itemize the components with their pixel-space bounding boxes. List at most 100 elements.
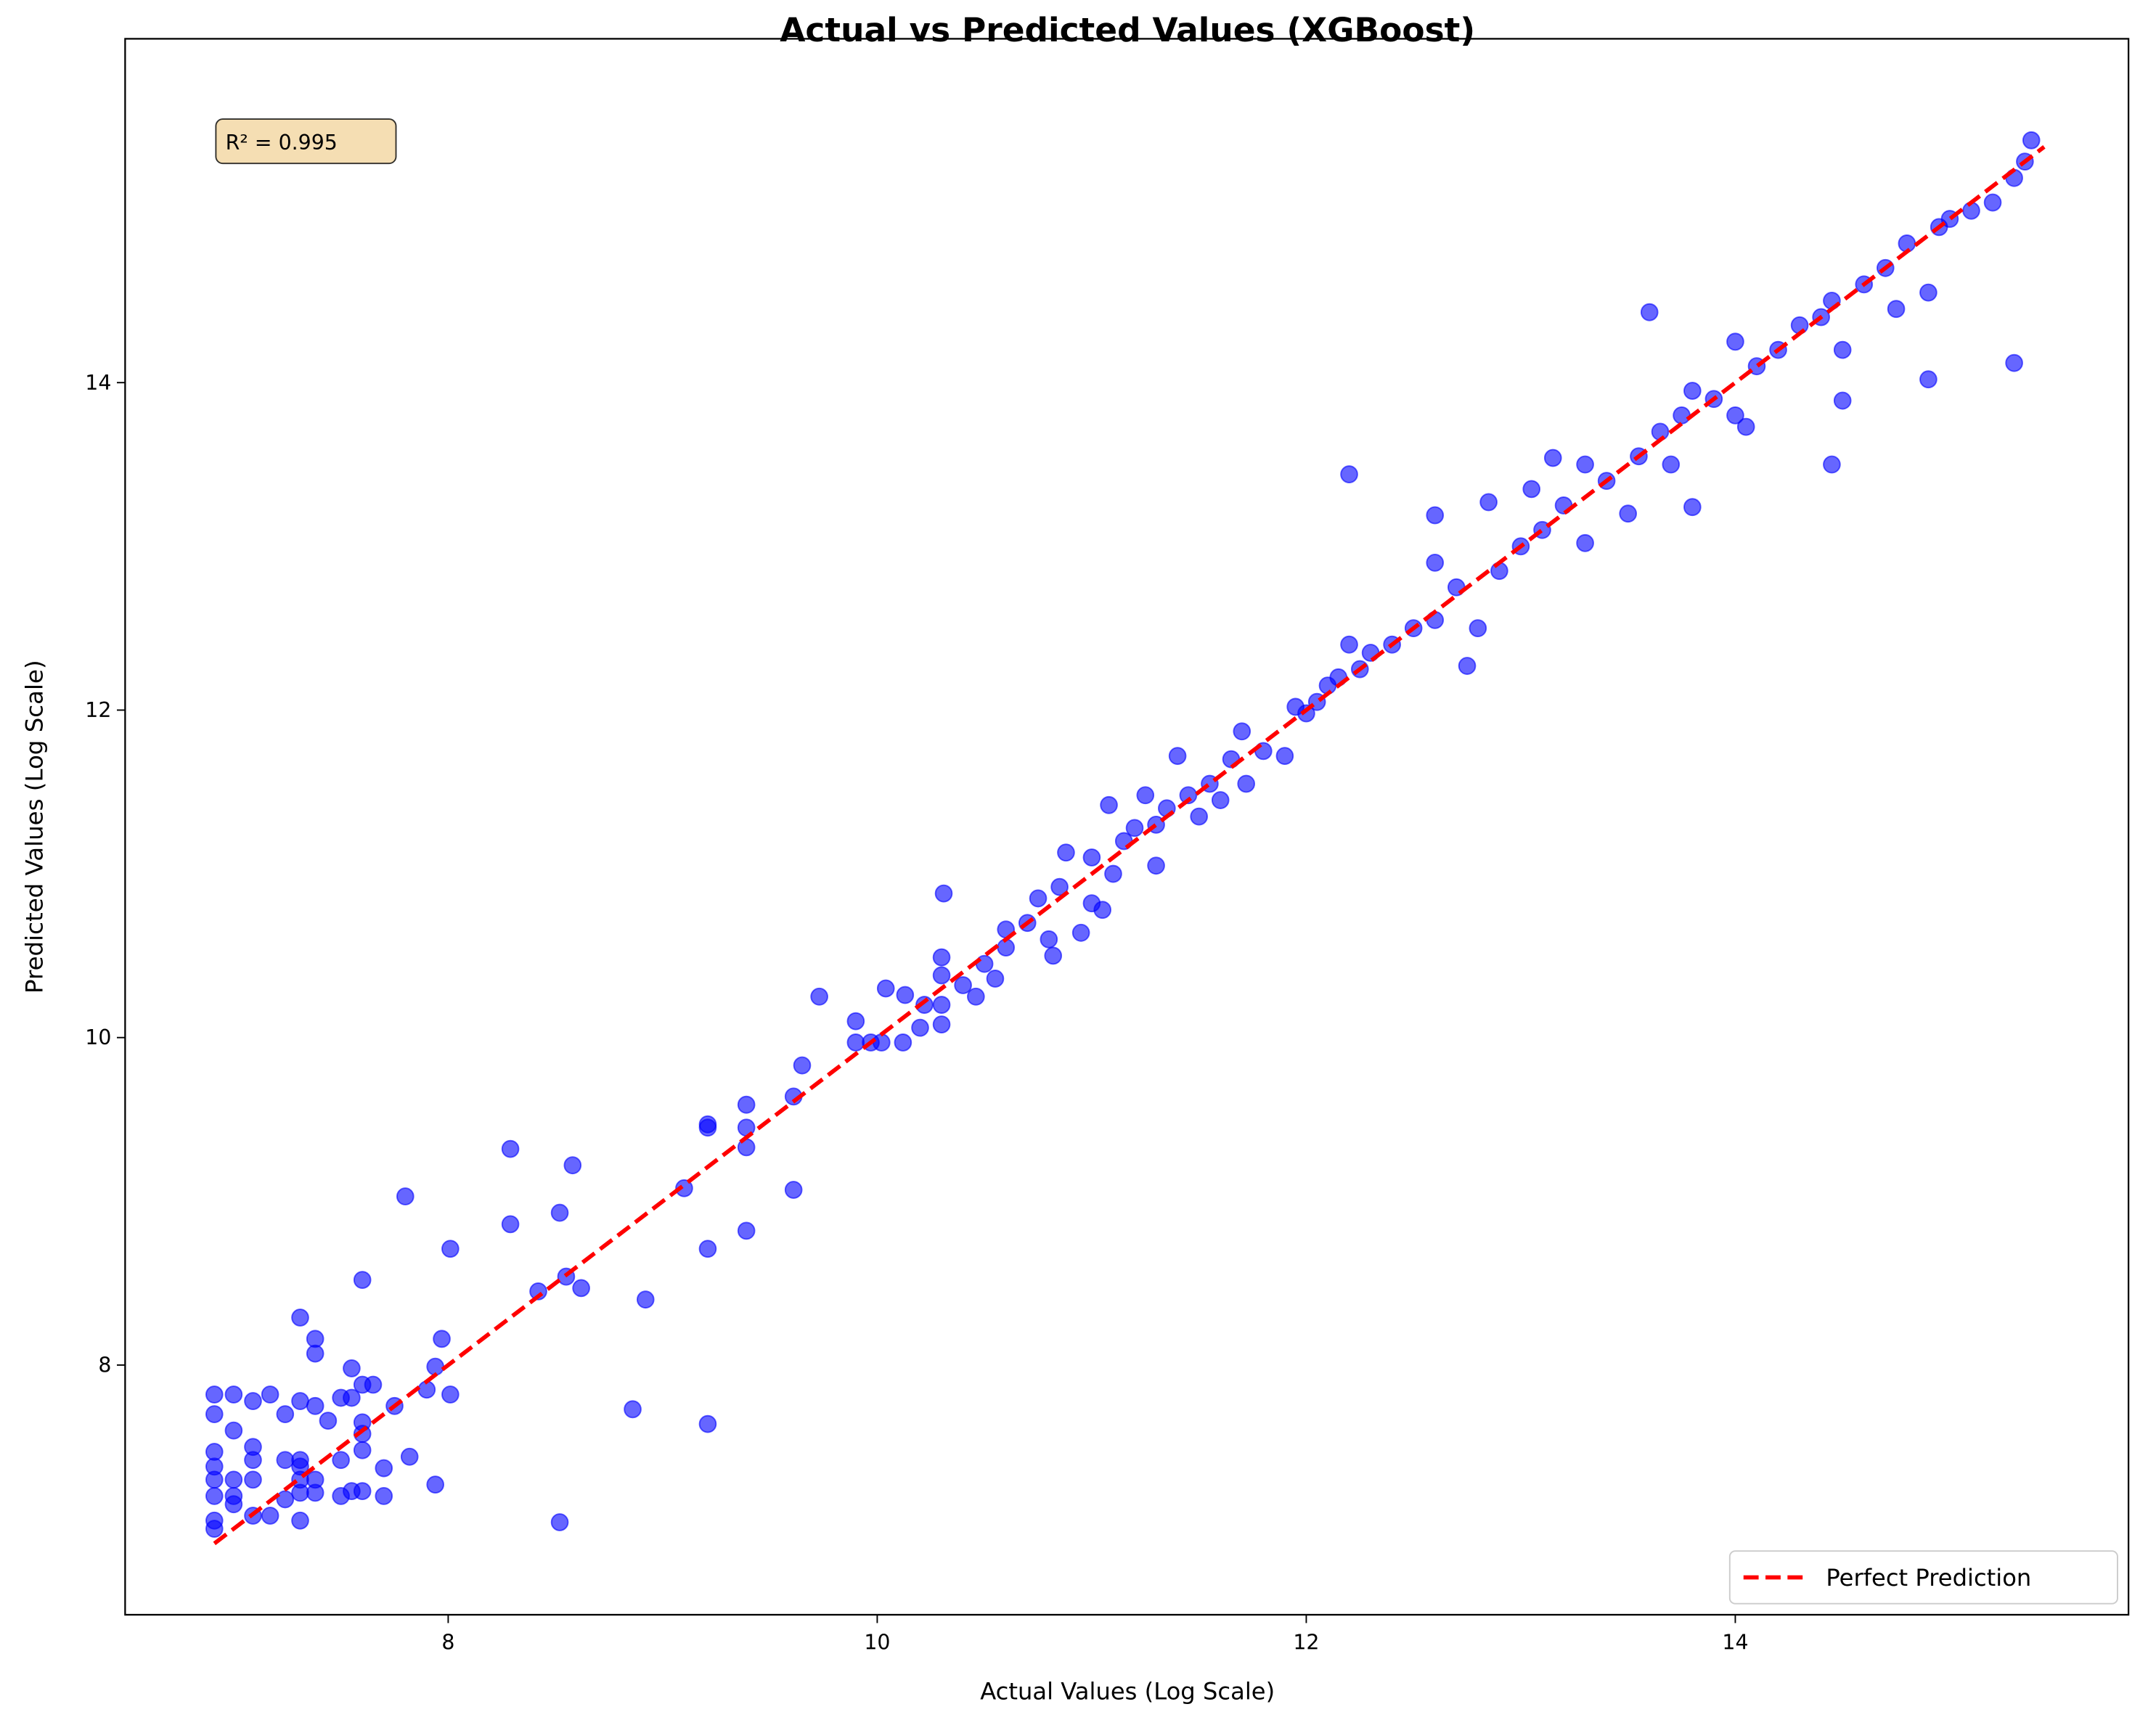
scatter-point (244, 1451, 262, 1470)
scatter-point (624, 1400, 642, 1419)
scatter-point (224, 1495, 243, 1514)
y-axis-label: Predicted Values (Log Scale) (21, 660, 49, 994)
scatter-point (894, 1033, 912, 1052)
scatter-point (1479, 493, 1498, 512)
scatter-point (1640, 303, 1659, 322)
x-tick-label: 8 (441, 1631, 454, 1655)
scatter-point (1340, 465, 1358, 483)
scatter-point (675, 1179, 693, 1197)
scatter-point (205, 1520, 224, 1538)
scatter-point (332, 1451, 350, 1470)
scatter-point (1071, 923, 1090, 942)
scatter-point (1726, 332, 1744, 351)
scatter-point (1190, 807, 1208, 826)
scatter-point (353, 1482, 372, 1501)
scatter-point (205, 1385, 224, 1404)
scatter-point (353, 1441, 372, 1459)
scatter-point (306, 1344, 324, 1363)
scatter-point (1426, 506, 1445, 525)
y-tick-label: 14 (85, 371, 111, 395)
scatter-point (1919, 283, 1937, 302)
scatter-point (1469, 619, 1487, 638)
scatter-point (291, 1392, 309, 1410)
scatter-point (873, 1033, 891, 1052)
scatter-point (1983, 193, 2002, 212)
scatter-point (375, 1487, 393, 1505)
scatter-point (306, 1483, 324, 1502)
scatter-point (1662, 455, 1681, 474)
scatter-point (967, 987, 985, 1006)
scatter-point (441, 1240, 460, 1258)
plot-frame (124, 38, 2130, 1616)
scatter-point (563, 1156, 582, 1175)
scatter-point (1050, 877, 1069, 896)
scatter-point (276, 1405, 295, 1424)
scatter-point (364, 1375, 383, 1394)
scatter-point (1426, 553, 1445, 572)
scatter-point (291, 1483, 309, 1502)
scatter-point (426, 1475, 444, 1494)
scatter-point (1147, 856, 1165, 875)
scatter-point (433, 1330, 451, 1348)
scatter-point (224, 1385, 243, 1404)
scatter-point (1736, 417, 1755, 436)
scatter-point (1082, 848, 1101, 867)
scatter-point (1044, 946, 1063, 965)
scatter-point (1522, 480, 1541, 499)
scatter-point (501, 1215, 520, 1234)
scatter-point (1237, 774, 1256, 793)
x-tick-label: 12 (1293, 1631, 1319, 1655)
scatter-point (1179, 786, 1198, 805)
scatter-point (1057, 843, 1075, 862)
scatter-point (954, 976, 972, 994)
scatter-point (1887, 300, 1906, 319)
annotation-box (215, 118, 397, 165)
scatter-point (1040, 930, 1058, 949)
scatter-point (1168, 747, 1187, 766)
scatter-point (1823, 455, 1841, 474)
scatter-point (932, 948, 951, 967)
scatter-point (896, 986, 915, 1004)
scatter-point (876, 979, 895, 998)
scatter-point (2005, 353, 2023, 372)
scatter-point (261, 1507, 279, 1525)
scatter-point (784, 1181, 803, 1199)
scatter-point (698, 1240, 717, 1258)
scatter-point (2022, 131, 2041, 150)
scatter-point (400, 1447, 419, 1466)
scatter-point (224, 1421, 243, 1440)
y-tick-label: 10 (85, 1025, 111, 1049)
scatter-point (205, 1470, 224, 1489)
scatter-point (986, 970, 1005, 988)
scatter-point (698, 1118, 717, 1137)
scatter-point (1458, 657, 1477, 675)
y-tick-label: 8 (98, 1353, 111, 1377)
chart-title: Actual vs Predicted Values (XGBoost) (780, 11, 1475, 49)
scatter-point (291, 1309, 309, 1327)
scatter-point (911, 1018, 929, 1037)
scatter-point (1683, 498, 1702, 517)
scatter-point (306, 1396, 324, 1415)
scatter-point (550, 1513, 569, 1531)
scatter-point (932, 996, 951, 1014)
scatter-point (1919, 370, 1937, 389)
scatter-point (636, 1290, 655, 1309)
legend-box (1728, 1550, 2118, 1605)
scatter-point (793, 1056, 812, 1075)
scatter-point (375, 1459, 393, 1478)
scatter-point (846, 1012, 865, 1031)
scatter-point (291, 1511, 309, 1530)
scatter-point (737, 1095, 756, 1114)
scatter-point (932, 1015, 951, 1034)
scatter-point (1233, 722, 1251, 741)
scatter-point (1543, 449, 1562, 467)
scatter-point (396, 1187, 415, 1205)
legend-label: Perfect Prediction (1826, 1564, 2031, 1592)
scatter-point (932, 966, 951, 985)
scatter-point (934, 884, 953, 903)
scatter-point (1726, 406, 1744, 425)
scatter-point (244, 1470, 262, 1489)
scatter-point (1340, 635, 1358, 654)
scatter-point (353, 1271, 372, 1289)
